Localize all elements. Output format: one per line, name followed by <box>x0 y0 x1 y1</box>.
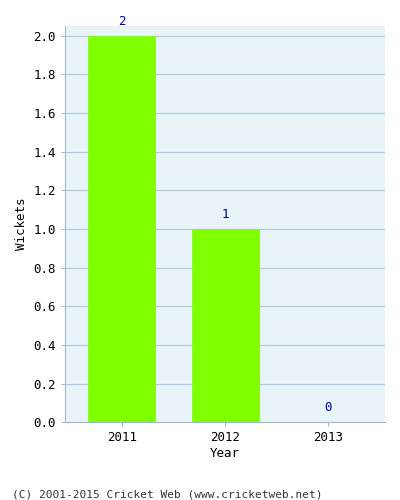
Bar <box>88 36 155 422</box>
Text: 2: 2 <box>118 15 126 28</box>
X-axis label: Year: Year <box>210 447 240 460</box>
Text: (C) 2001-2015 Cricket Web (www.cricketweb.net): (C) 2001-2015 Cricket Web (www.cricketwe… <box>12 490 322 500</box>
Y-axis label: Wickets: Wickets <box>15 198 28 250</box>
Bar <box>192 229 258 422</box>
Text: 1: 1 <box>221 208 229 222</box>
Text: 0: 0 <box>324 402 332 414</box>
